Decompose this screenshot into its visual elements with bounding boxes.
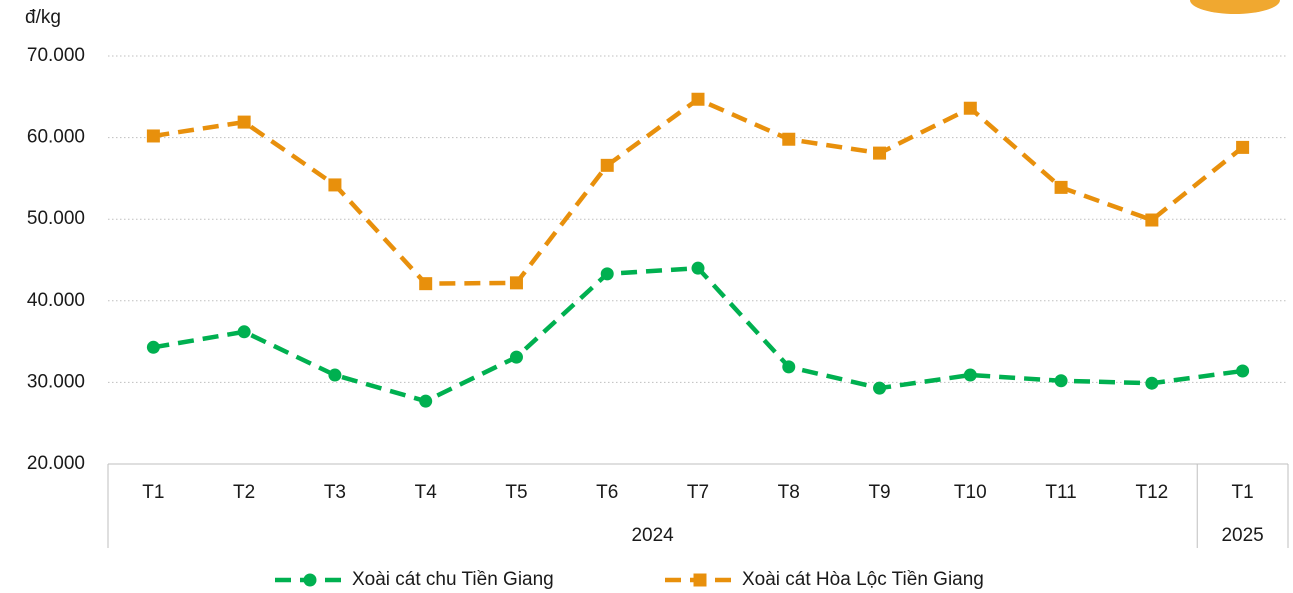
data-point	[691, 92, 705, 106]
data-point	[873, 381, 887, 395]
x-tick-label: T12	[1135, 482, 1168, 503]
x-tick-label: T2	[233, 482, 255, 503]
data-point	[600, 158, 614, 172]
data-point	[237, 325, 251, 339]
data-point	[146, 340, 160, 354]
data-point	[963, 101, 977, 115]
y-axis-unit: đ/kg	[25, 7, 61, 28]
data-point	[691, 261, 705, 275]
legend-marker	[303, 573, 317, 587]
x-tick-label: T5	[505, 482, 527, 503]
data-point	[1145, 213, 1159, 227]
x-tick-label: T4	[415, 482, 438, 503]
data-point	[328, 368, 342, 382]
y-tick-label: 20.000	[27, 453, 85, 474]
y-tick-label: 40.000	[27, 290, 85, 311]
y-tick-label: 70.000	[27, 45, 85, 66]
data-point	[509, 276, 523, 290]
x-tick-label: T11	[1045, 482, 1076, 503]
x-group-label: 2025	[1221, 525, 1263, 546]
data-point	[1054, 374, 1068, 388]
data-point	[419, 277, 433, 291]
legend-label: Xoài cát chu Tiền Giang	[352, 569, 554, 590]
x-tick-label: T9	[868, 482, 890, 503]
x-tick-label: T1	[142, 482, 164, 503]
data-point	[963, 368, 977, 382]
series-line	[153, 96, 1245, 286]
x-tick-label: T1	[1232, 482, 1254, 503]
data-point	[1236, 364, 1250, 378]
y-tick-label: 30.000	[27, 371, 85, 392]
x-tick-label: T6	[596, 482, 618, 503]
x-tick-label: T7	[687, 482, 709, 503]
y-tick-label: 60.000	[27, 127, 85, 148]
data-point	[419, 394, 433, 408]
y-tick-label: 50.000	[27, 208, 85, 229]
data-point	[1236, 140, 1250, 154]
mango-decoration	[1190, 0, 1280, 14]
legend-label: Xoài cát Hòa Lộc Tiền Giang	[742, 569, 984, 590]
x-group-label: 2024	[631, 525, 674, 546]
data-point	[237, 115, 251, 129]
x-tick-label: T8	[778, 482, 800, 503]
data-point	[600, 267, 614, 281]
series-line	[153, 265, 1243, 404]
data-point	[782, 132, 796, 146]
data-point	[146, 129, 160, 143]
x-tick-label: T10	[954, 482, 987, 503]
data-point	[1145, 376, 1159, 390]
x-tick-label: T3	[324, 482, 346, 503]
data-point	[328, 178, 342, 192]
data-point	[509, 350, 523, 364]
data-point	[782, 360, 796, 374]
data-point	[873, 146, 887, 160]
legend-marker	[693, 573, 707, 587]
data-point	[1054, 180, 1068, 194]
